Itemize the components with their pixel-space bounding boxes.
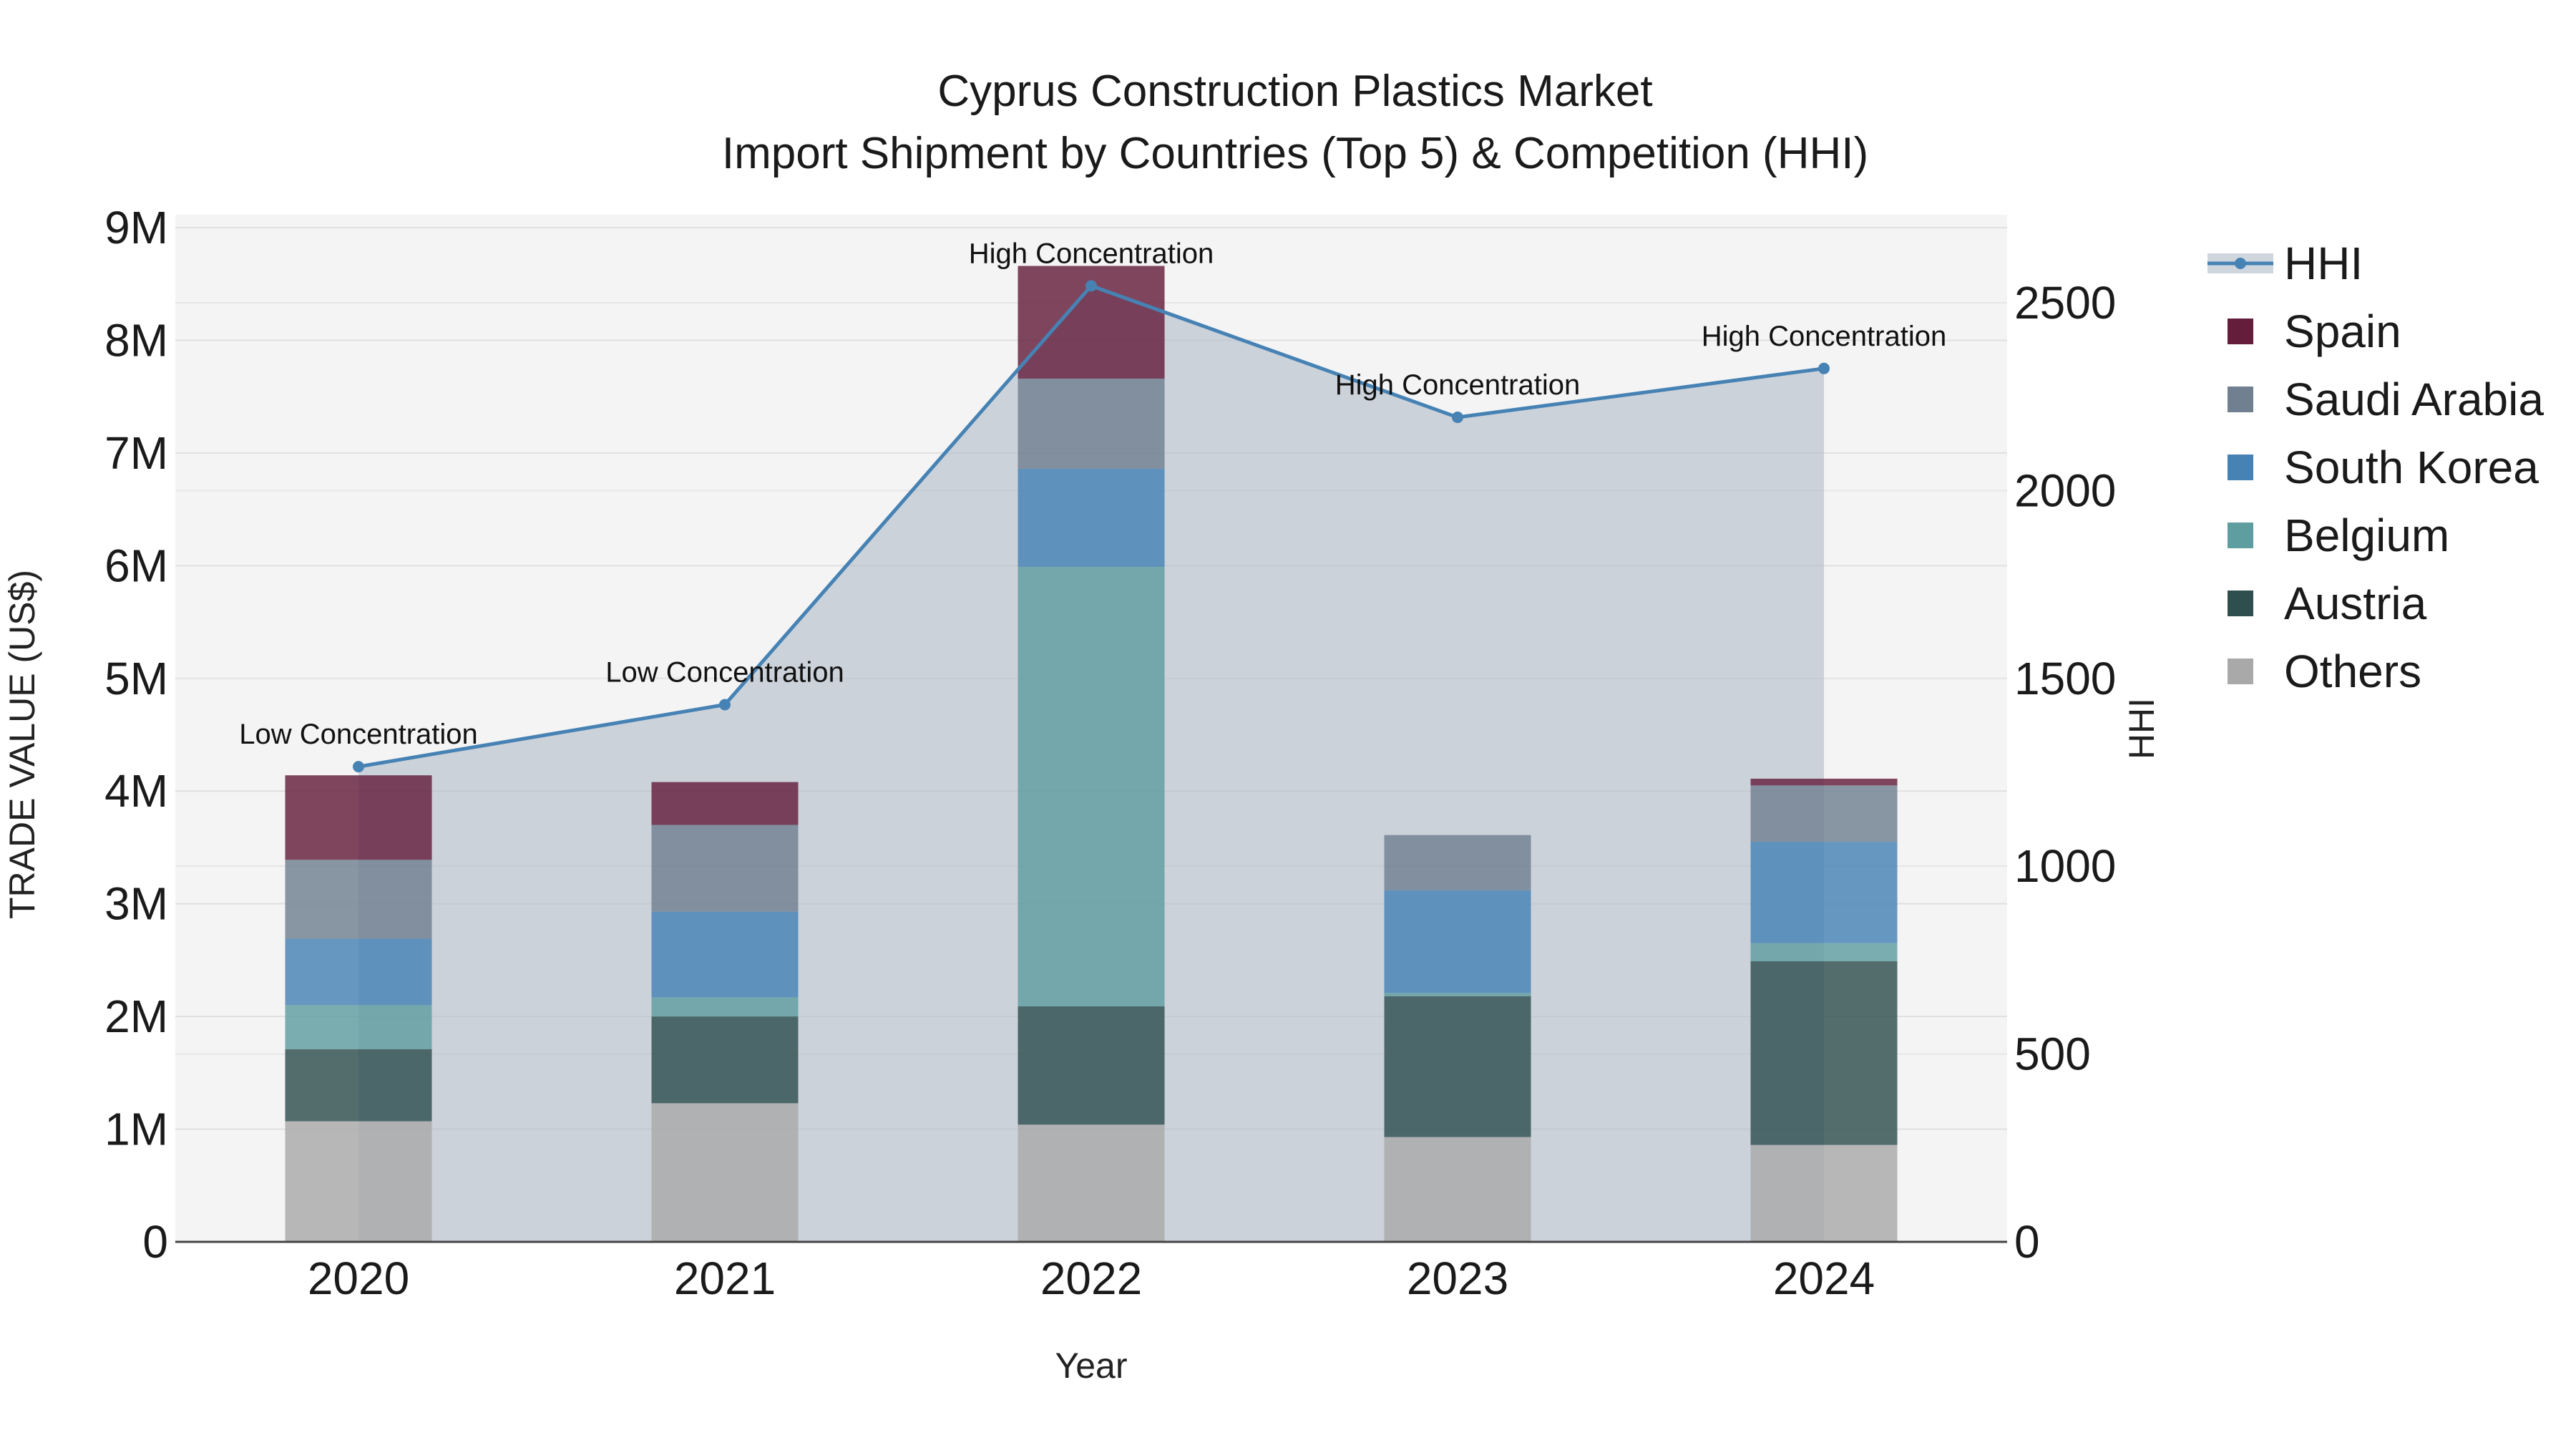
y-tick-label-8: 8M (104, 314, 168, 366)
legend-item-south-korea[interactable]: South Korea (2228, 442, 2539, 493)
legend-swatch-others (2228, 659, 2253, 684)
bar-spain-2021[interactable] (651, 782, 799, 825)
y2-tick-label-3: 1500 (2014, 653, 2116, 704)
y2-axis-ticks: 0 500 1000 1500 2000 2500 (2014, 277, 2116, 1268)
x-tick-label-2023: 2023 (1407, 1253, 1508, 1304)
hhi-line-layer (353, 280, 1830, 773)
x-tick-label-2024: 2024 (1773, 1253, 1875, 1304)
hhi-annotation-2022: High Concentration (969, 238, 1214, 269)
bar-spain-2020[interactable] (285, 775, 432, 860)
bar-others-2023[interactable] (1384, 1137, 1531, 1242)
x-tick-label-2021: 2021 (674, 1253, 776, 1304)
legend: HHI Spain Saudi Arabia South Korea Belgium Au… (2207, 238, 2544, 697)
legend-item-hhi[interactable]: HHI (2207, 238, 2363, 289)
legend-swatch-spain (2228, 319, 2253, 344)
y2-tick-label-1: 500 (2014, 1029, 2091, 1080)
legend-swatch-south-korea (2228, 455, 2253, 480)
legend-item-belgium[interactable]: Belgium (2228, 510, 2449, 561)
bar-south-korea-2024[interactable] (1750, 842, 1898, 943)
y-tick-label-5: 5M (104, 653, 168, 704)
bar-austria-2023[interactable] (1384, 996, 1531, 1137)
legend-item-others[interactable]: Others (2228, 646, 2421, 697)
x-tick-label-2020: 2020 (308, 1253, 409, 1304)
legend-label-spain: Spain (2284, 306, 2401, 357)
legend-swatch-belgium (2228, 523, 2253, 548)
y-tick-label-7: 7M (104, 427, 168, 479)
legend-swatch-saudi-arabia (2228, 387, 2253, 412)
bar-austria-2024[interactable] (1750, 961, 1898, 1145)
legend-item-saudi-arabia[interactable]: Saudi Arabia (2228, 374, 2544, 425)
legend-label-south-korea: South Korea (2284, 442, 2539, 493)
y-axis-title: TRADE VALUE (US$) (2, 570, 42, 919)
bar-saudi-arabia-2022[interactable] (1018, 378, 1165, 469)
hhi-annotation-layer: Low Concentration Low Concentration High C… (239, 238, 1946, 750)
bar-austria-2021[interactable] (651, 1016, 799, 1104)
bar-saudi-arabia-2020[interactable] (285, 860, 432, 939)
y-tick-label-2: 2M (104, 991, 168, 1042)
bar-saudi-arabia-2021[interactable] (651, 825, 799, 912)
y-tick-label-4: 4M (104, 765, 168, 817)
chart-subtitle: Import Shipment by Countries (Top 5) & C… (722, 129, 1868, 178)
chart-title: Cyprus Construction Plastics Market (937, 67, 1652, 116)
legend-label-belgium: Belgium (2284, 510, 2449, 561)
y2-tick-label-4: 2000 (2014, 465, 2116, 516)
y2-tick-label-2: 1000 (2014, 840, 2116, 892)
hhi-point-2022[interactable] (1085, 280, 1097, 292)
y2-tick-label-5: 2500 (2014, 277, 2116, 329)
legend-swatch-austria (2228, 591, 2253, 616)
bar-south-korea-2022[interactable] (1018, 468, 1165, 567)
hhi-annotation-2021: Low Concentration (605, 657, 844, 689)
hhi-point-2023[interactable] (1452, 412, 1463, 424)
x-tick-label-2022: 2022 (1040, 1253, 1142, 1304)
bar-belgium-2024[interactable] (1750, 943, 1898, 961)
bar-belgium-2023[interactable] (1384, 993, 1531, 996)
legend-label-saudi-arabia: Saudi Arabia (2284, 374, 2544, 425)
bar-austria-2020[interactable] (285, 1049, 432, 1122)
x-axis-ticks: 2020 2021 2022 2023 2024 (308, 1253, 1875, 1304)
bars-layer (285, 266, 1898, 1242)
hhi-annotation-2023: High Concentration (1335, 369, 1580, 401)
bar-austria-2022[interactable] (1018, 1006, 1165, 1125)
bar-others-2020[interactable] (285, 1121, 432, 1242)
bar-belgium-2020[interactable] (285, 1005, 432, 1049)
legend-label-hhi: HHI (2284, 238, 2363, 289)
y2-tick-label-0: 0 (2014, 1216, 2040, 1268)
hhi-annotation-2020: Low Concentration (239, 719, 478, 750)
hhi-point-2024[interactable] (1818, 362, 1830, 374)
y-tick-label-6: 6M (104, 540, 168, 591)
x-axis-title: Year (1055, 1346, 1127, 1386)
bar-belgium-2021[interactable] (651, 997, 799, 1017)
hhi-annotation-2024: High Concentration (1702, 321, 1946, 352)
bar-others-2022[interactable] (1018, 1124, 1165, 1242)
bar-others-2021[interactable] (651, 1103, 799, 1242)
bar-south-korea-2021[interactable] (651, 911, 799, 998)
y-tick-label-3: 3M (104, 878, 168, 930)
bar-belgium-2022[interactable] (1018, 566, 1165, 1006)
legend-item-spain[interactable]: Spain (2228, 306, 2401, 357)
legend-label-austria: Austria (2284, 578, 2427, 629)
bar-saudi-arabia-2023[interactable] (1384, 835, 1531, 890)
bar-others-2024[interactable] (1750, 1145, 1898, 1242)
y-tick-label-1: 1M (104, 1104, 168, 1155)
bar-spain-2024[interactable] (1750, 778, 1898, 786)
y-tick-label-0: 0 (142, 1216, 168, 1268)
bar-south-korea-2020[interactable] (285, 938, 432, 1006)
legend-label-others: Others (2284, 646, 2421, 697)
legend-item-austria[interactable]: Austria (2228, 578, 2427, 629)
legend-swatch-hhi-marker (2235, 258, 2246, 269)
y-tick-label-9: 9M (104, 202, 168, 253)
hhi-point-2021[interactable] (719, 699, 731, 711)
hhi-point-2020[interactable] (353, 761, 364, 773)
bar-saudi-arabia-2024[interactable] (1750, 785, 1898, 842)
bar-south-korea-2023[interactable] (1384, 890, 1531, 993)
y2-axis-title: HHI (2122, 698, 2162, 759)
y-axis-ticks: 0 1M 2M 3M 4M 5M 6M 7M 8M 9M (104, 202, 168, 1268)
